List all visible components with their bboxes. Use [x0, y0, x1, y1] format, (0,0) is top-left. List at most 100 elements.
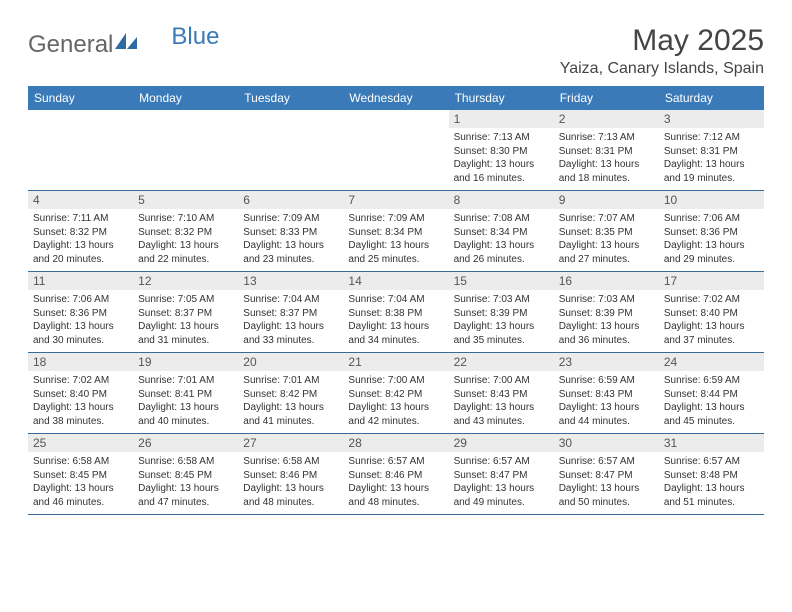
day-cell: 9Sunrise: 7:07 AMSunset: 8:35 PMDaylight… — [554, 191, 659, 272]
sunset-line: Sunset: 8:47 PM — [454, 469, 549, 483]
day-info: Sunrise: 6:58 AMSunset: 8:46 PMDaylight:… — [238, 452, 343, 514]
sunset-line: Sunset: 8:45 PM — [33, 469, 128, 483]
daylight-line: Daylight: 13 hours and 50 minutes. — [559, 482, 654, 509]
day-cell: 26Sunrise: 6:58 AMSunset: 8:45 PMDayligh… — [133, 434, 238, 515]
daylight-line: Daylight: 13 hours and 38 minutes. — [33, 401, 128, 428]
day-number: 3 — [659, 110, 764, 128]
sunset-line: Sunset: 8:41 PM — [138, 388, 233, 402]
sunrise-line: Sunrise: 7:04 AM — [243, 293, 338, 307]
day-cell: 12Sunrise: 7:05 AMSunset: 8:37 PMDayligh… — [133, 272, 238, 353]
day-info: Sunrise: 6:57 AMSunset: 8:48 PMDaylight:… — [659, 452, 764, 514]
daylight-line: Daylight: 13 hours and 30 minutes. — [33, 320, 128, 347]
calendar-row: 25Sunrise: 6:58 AMSunset: 8:45 PMDayligh… — [28, 434, 764, 515]
day-number: 26 — [133, 434, 238, 452]
day-cell: 20Sunrise: 7:01 AMSunset: 8:42 PMDayligh… — [238, 353, 343, 434]
day-info: Sunrise: 7:06 AMSunset: 8:36 PMDaylight:… — [28, 290, 133, 352]
day-info: Sunrise: 7:01 AMSunset: 8:42 PMDaylight:… — [238, 371, 343, 433]
day-cell: 28Sunrise: 6:57 AMSunset: 8:46 PMDayligh… — [343, 434, 448, 515]
sunset-line: Sunset: 8:43 PM — [559, 388, 654, 402]
day-cell: 1Sunrise: 7:13 AMSunset: 8:30 PMDaylight… — [449, 110, 554, 191]
sunrise-line: Sunrise: 7:02 AM — [664, 293, 759, 307]
day-number: 9 — [554, 191, 659, 209]
sunset-line: Sunset: 8:37 PM — [138, 307, 233, 321]
brand-text-blue: Blue — [171, 23, 219, 51]
sunrise-line: Sunrise: 7:06 AM — [664, 212, 759, 226]
day-cell: 17Sunrise: 7:02 AMSunset: 8:40 PMDayligh… — [659, 272, 764, 353]
day-info: Sunrise: 7:00 AMSunset: 8:42 PMDaylight:… — [343, 371, 448, 433]
empty-cell — [133, 110, 238, 191]
day-info: Sunrise: 7:00 AMSunset: 8:43 PMDaylight:… — [449, 371, 554, 433]
day-cell: 19Sunrise: 7:01 AMSunset: 8:41 PMDayligh… — [133, 353, 238, 434]
sunset-line: Sunset: 8:37 PM — [243, 307, 338, 321]
sunset-line: Sunset: 8:46 PM — [348, 469, 443, 483]
sunset-line: Sunset: 8:30 PM — [454, 145, 549, 159]
calendar-table: SundayMondayTuesdayWednesdayThursdayFrid… — [28, 86, 764, 515]
weekday-header-row: SundayMondayTuesdayWednesdayThursdayFrid… — [28, 86, 764, 110]
sunset-line: Sunset: 8:33 PM — [243, 226, 338, 240]
day-cell: 25Sunrise: 6:58 AMSunset: 8:45 PMDayligh… — [28, 434, 133, 515]
day-number: 12 — [133, 272, 238, 290]
day-info: Sunrise: 7:04 AMSunset: 8:38 PMDaylight:… — [343, 290, 448, 352]
sunrise-line: Sunrise: 7:03 AM — [559, 293, 654, 307]
day-info: Sunrise: 7:09 AMSunset: 8:34 PMDaylight:… — [343, 209, 448, 271]
day-info: Sunrise: 7:06 AMSunset: 8:36 PMDaylight:… — [659, 209, 764, 271]
daylight-line: Daylight: 13 hours and 47 minutes. — [138, 482, 233, 509]
sunrise-line: Sunrise: 7:01 AM — [138, 374, 233, 388]
day-number: 31 — [659, 434, 764, 452]
day-info: Sunrise: 6:59 AMSunset: 8:43 PMDaylight:… — [554, 371, 659, 433]
daylight-line: Daylight: 13 hours and 35 minutes. — [454, 320, 549, 347]
sunset-line: Sunset: 8:48 PM — [664, 469, 759, 483]
empty-cell — [238, 110, 343, 191]
day-info: Sunrise: 7:04 AMSunset: 8:37 PMDaylight:… — [238, 290, 343, 352]
calendar-body: 1Sunrise: 7:13 AMSunset: 8:30 PMDaylight… — [28, 110, 764, 515]
sunrise-line: Sunrise: 6:57 AM — [664, 455, 759, 469]
sunset-line: Sunset: 8:34 PM — [348, 226, 443, 240]
brand-text-general: General — [28, 31, 113, 59]
day-number: 15 — [449, 272, 554, 290]
day-info: Sunrise: 7:03 AMSunset: 8:39 PMDaylight:… — [449, 290, 554, 352]
day-cell: 24Sunrise: 6:59 AMSunset: 8:44 PMDayligh… — [659, 353, 764, 434]
sunset-line: Sunset: 8:42 PM — [243, 388, 338, 402]
day-number: 27 — [238, 434, 343, 452]
day-info: Sunrise: 7:12 AMSunset: 8:31 PMDaylight:… — [659, 128, 764, 190]
sunrise-line: Sunrise: 7:08 AM — [454, 212, 549, 226]
sunrise-line: Sunrise: 7:06 AM — [33, 293, 128, 307]
day-number: 11 — [28, 272, 133, 290]
daylight-line: Daylight: 13 hours and 42 minutes. — [348, 401, 443, 428]
daylight-line: Daylight: 13 hours and 16 minutes. — [454, 158, 549, 185]
daylight-line: Daylight: 13 hours and 49 minutes. — [454, 482, 549, 509]
daylight-line: Daylight: 13 hours and 45 minutes. — [664, 401, 759, 428]
calendar-row: 4Sunrise: 7:11 AMSunset: 8:32 PMDaylight… — [28, 191, 764, 272]
day-info: Sunrise: 7:10 AMSunset: 8:32 PMDaylight:… — [133, 209, 238, 271]
day-cell: 29Sunrise: 6:57 AMSunset: 8:47 PMDayligh… — [449, 434, 554, 515]
location-text: Yaiza, Canary Islands, Spain — [560, 60, 764, 78]
day-number: 8 — [449, 191, 554, 209]
day-cell: 14Sunrise: 7:04 AMSunset: 8:38 PMDayligh… — [343, 272, 448, 353]
day-info: Sunrise: 7:01 AMSunset: 8:41 PMDaylight:… — [133, 371, 238, 433]
sunset-line: Sunset: 8:44 PM — [664, 388, 759, 402]
day-info: Sunrise: 6:58 AMSunset: 8:45 PMDaylight:… — [28, 452, 133, 514]
day-cell: 13Sunrise: 7:04 AMSunset: 8:37 PMDayligh… — [238, 272, 343, 353]
sunrise-line: Sunrise: 6:58 AM — [138, 455, 233, 469]
sunset-line: Sunset: 8:47 PM — [559, 469, 654, 483]
day-cell: 22Sunrise: 7:00 AMSunset: 8:43 PMDayligh… — [449, 353, 554, 434]
sunrise-line: Sunrise: 7:13 AM — [559, 131, 654, 145]
sunset-line: Sunset: 8:31 PM — [559, 145, 654, 159]
sunset-line: Sunset: 8:36 PM — [664, 226, 759, 240]
sunrise-line: Sunrise: 7:05 AM — [138, 293, 233, 307]
sunset-line: Sunset: 8:40 PM — [664, 307, 759, 321]
day-number: 29 — [449, 434, 554, 452]
sunrise-line: Sunrise: 7:07 AM — [559, 212, 654, 226]
day-number: 20 — [238, 353, 343, 371]
weekday-header: Monday — [133, 86, 238, 110]
header: General Blue May 2025 Yaiza, Canary Isla… — [28, 24, 764, 78]
day-cell: 11Sunrise: 7:06 AMSunset: 8:36 PMDayligh… — [28, 272, 133, 353]
weekday-header: Friday — [554, 86, 659, 110]
sunrise-line: Sunrise: 7:13 AM — [454, 131, 549, 145]
sunset-line: Sunset: 8:39 PM — [559, 307, 654, 321]
day-number: 25 — [28, 434, 133, 452]
daylight-line: Daylight: 13 hours and 29 minutes. — [664, 239, 759, 266]
day-number: 21 — [343, 353, 448, 371]
sunrise-line: Sunrise: 6:59 AM — [664, 374, 759, 388]
daylight-line: Daylight: 13 hours and 27 minutes. — [559, 239, 654, 266]
